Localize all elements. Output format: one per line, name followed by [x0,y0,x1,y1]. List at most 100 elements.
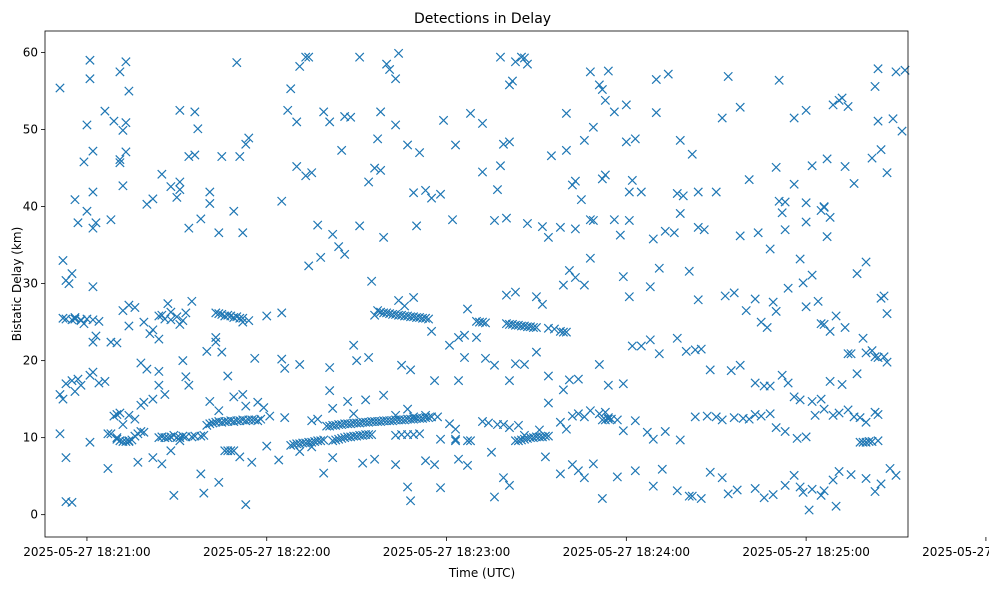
data-point [88,187,98,197]
data-point [420,313,431,323]
data-point [684,491,694,501]
data-point [247,457,257,467]
data-point [229,392,239,402]
data-point [390,74,401,84]
data-point [861,417,871,427]
data-point [405,365,416,375]
data-point [163,433,173,443]
data-point [882,168,892,178]
data-point [178,356,188,366]
data-point [861,257,871,267]
data-point [558,327,569,337]
data-point [420,456,431,466]
data-point [157,169,167,179]
data-point [819,404,829,414]
data-point [426,326,437,336]
data-point [211,308,221,318]
data-point [124,86,134,96]
data-point [471,332,482,343]
data-point [402,482,413,492]
data-point [621,137,631,147]
data-point [61,379,71,389]
data-point [55,389,65,400]
data-point [789,470,799,481]
data-point [522,218,533,229]
data-point [79,319,89,329]
data-point [453,454,464,464]
data-point [73,218,83,228]
data-point [157,459,167,469]
data-point [175,177,185,187]
data-point [118,181,128,191]
data-point [76,315,86,325]
data-point [681,346,691,357]
data-point [181,372,191,382]
data-point [618,426,628,436]
data-point [115,158,125,168]
data-point [600,407,610,417]
data-point [88,282,98,292]
data-point [193,124,203,134]
data-point [124,300,134,310]
x-axis: 2025-05-27 18:21:00 2025-05-27 18:22:00 20… [23,537,989,559]
data-point [492,185,503,195]
data-point [190,107,200,117]
data-point [124,321,134,331]
data-point [840,161,850,172]
data-point [558,385,569,395]
data-point [88,367,98,377]
data-point [828,475,838,485]
data-point [597,493,607,504]
y-tick-label: 20 [23,354,38,368]
data-point [340,249,350,259]
data-point [283,105,293,115]
data-point [519,359,530,370]
data-point [447,215,458,225]
data-point [196,431,206,441]
data-point [148,325,158,335]
data-point [450,140,461,150]
data-point [828,100,838,110]
data-point [669,228,679,238]
data-point [834,408,844,418]
data-point [211,332,221,343]
data-point [801,432,811,442]
data-point [576,195,587,205]
data-point [594,409,604,419]
data-point [753,228,763,238]
x-axis-label: Time (UTC) [448,566,515,580]
data-point [423,314,434,324]
data-point [178,431,188,441]
data-point [148,453,158,463]
data-point [408,188,419,198]
data-point [328,229,338,239]
data-point [199,488,209,498]
data-point [702,411,712,421]
x-tick-label: 2025-05-27 18:21:00 [23,545,150,559]
data-point [528,322,539,333]
data-point [346,112,356,122]
data-point [597,84,607,95]
x-tick-label: 2025-05-27 18:24:00 [563,545,690,559]
data-point [319,468,329,478]
data-point [462,304,473,314]
data-point [399,301,410,311]
data-point [145,329,155,339]
data-point [337,145,347,156]
data-point [768,490,778,500]
data-point [390,459,401,470]
data-point [687,491,697,501]
data-point [199,430,209,440]
data-point [612,415,622,425]
data-point [765,409,775,419]
data-point [319,107,329,117]
data-point [160,389,170,400]
data-point [696,344,706,354]
data-point [789,392,799,402]
data-point [672,333,682,343]
data-point [510,57,521,67]
data-point [516,435,527,445]
y-tick-label: 0 [30,508,38,522]
data-point [510,359,521,369]
